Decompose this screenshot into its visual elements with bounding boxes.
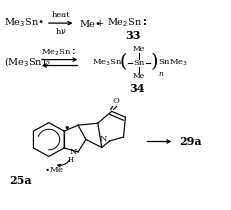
- Text: N: N: [100, 135, 107, 143]
- Text: O: O: [112, 97, 119, 105]
- Text: (Me$_3$Sn)$_2$: (Me$_3$Sn)$_2$: [4, 56, 51, 69]
- Text: Me$_2$Sn$\mathbf{:}$: Me$_2$Sn$\mathbf{:}$: [41, 47, 76, 58]
- Text: h$\nu$: h$\nu$: [55, 26, 66, 36]
- Text: SnMe$_3$: SnMe$_3$: [158, 57, 188, 68]
- FancyArrowPatch shape: [58, 160, 69, 167]
- Text: Me: Me: [132, 45, 144, 53]
- Text: 29a: 29a: [179, 136, 201, 147]
- Text: •: •: [63, 123, 69, 133]
- Text: 33: 33: [125, 30, 140, 41]
- Text: Me$_3$Sn$\bullet$: Me$_3$Sn$\bullet$: [4, 17, 44, 29]
- Text: Me$_2$Sn$\mathbf{:}$: Me$_2$Sn$\mathbf{:}$: [107, 17, 147, 29]
- Text: ): ): [150, 54, 158, 72]
- Text: Me: Me: [132, 72, 144, 80]
- Text: n: n: [158, 70, 163, 78]
- Text: +: +: [96, 19, 104, 28]
- Text: Me$\bullet$: Me$\bullet$: [79, 18, 101, 29]
- Text: N: N: [69, 148, 76, 156]
- Text: Me$_3$Sn: Me$_3$Sn: [92, 57, 122, 68]
- Text: Sn: Sn: [133, 59, 144, 67]
- Text: H: H: [68, 156, 74, 164]
- Text: 34: 34: [128, 83, 144, 94]
- Text: $\bullet$Me: $\bullet$Me: [43, 165, 64, 174]
- Text: heat: heat: [51, 11, 70, 19]
- Text: (: (: [119, 54, 126, 72]
- Text: 25a: 25a: [9, 176, 32, 186]
